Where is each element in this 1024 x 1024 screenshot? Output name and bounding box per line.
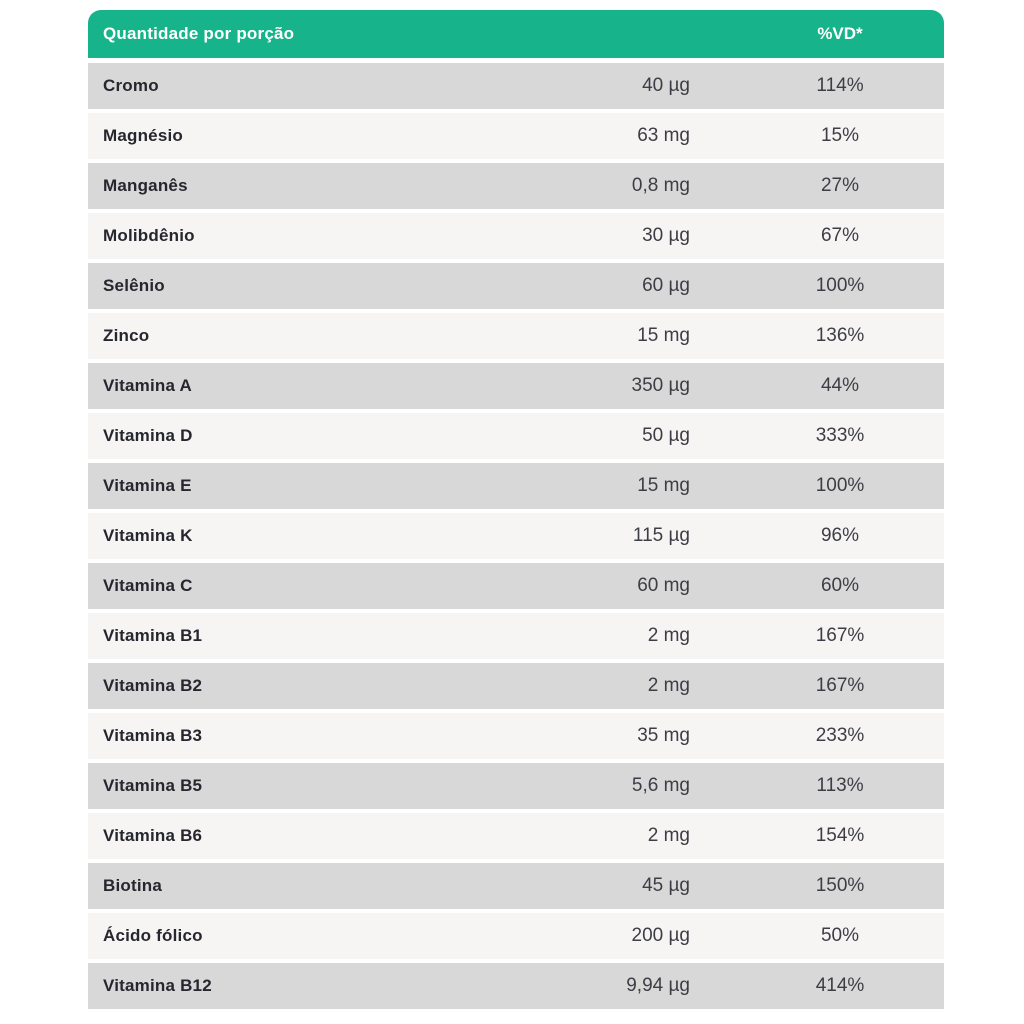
nutrient-amount: 30 µg [642, 225, 690, 246]
nutrient-name: Ácido fólico [103, 926, 203, 945]
nutrient-name: Vitamina C [103, 576, 193, 595]
nutrient-name: Selênio [103, 276, 165, 295]
nutrient-name: Molibdênio [103, 226, 195, 245]
nutrient-amount: 9,94 µg [626, 975, 690, 996]
nutrient-dv-percent: 50% [820, 925, 860, 946]
table-header-row: Quantidade por porção %VD* [88, 10, 944, 58]
table-row: Biotina 45 µg 150% [88, 863, 944, 909]
nutrient-dv-percent: 60% [820, 575, 860, 596]
table-row: Ácido fólico 200 µg 50% [88, 913, 944, 959]
table-row: Vitamina B3 35 mg 233% [88, 713, 944, 759]
table-row: Vitamina A 350 µg 44% [88, 363, 944, 409]
nutrient-amount: 35 mg [637, 725, 690, 746]
nutrient-dv-percent: 154% [815, 825, 865, 846]
nutrient-dv-percent: 67% [820, 225, 860, 246]
nutrient-dv-percent: 27% [820, 175, 860, 196]
nutrient-dv-percent: 100% [815, 475, 865, 496]
nutrient-dv-percent: 233% [815, 725, 865, 746]
nutrient-amount: 115 µg [632, 525, 690, 546]
column-header-dv-percent: %VD* [817, 24, 863, 43]
table-row: Vitamina C 60 mg 60% [88, 563, 944, 609]
nutrient-amount: 60 µg [642, 275, 690, 296]
table-row: Vitamina B5 5,6 mg 113% [88, 763, 944, 809]
nutrient-dv-percent: 414% [815, 975, 865, 996]
nutrient-dv-percent: 150% [815, 875, 865, 896]
nutrient-name: Vitamina B12 [103, 976, 212, 995]
nutrient-name: Vitamina B2 [103, 676, 203, 695]
table-row: Selênio 60 µg 100% [88, 263, 944, 309]
nutrient-amount: 2 mg [647, 825, 690, 846]
nutrient-dv-percent: 100% [815, 275, 865, 296]
table-row: Vitamina B12 9,94 µg 414% [88, 963, 944, 1009]
table-row: Zinco 15 mg 136% [88, 313, 944, 359]
table-row: Vitamina B1 2 mg 167% [88, 613, 944, 659]
nutrient-name: Vitamina K [103, 526, 193, 545]
table-row: Molibdênio 30 µg 67% [88, 213, 944, 259]
nutrient-name: Vitamina A [103, 376, 192, 395]
table-row: Magnésio 63 mg 15% [88, 113, 944, 159]
nutrient-name: Manganês [103, 176, 188, 195]
nutrient-dv-percent: 15% [820, 125, 860, 146]
nutrient-amount: 45 µg [642, 875, 690, 896]
table-row: Vitamina E 15 mg 100% [88, 463, 944, 509]
table-row: Vitamina B6 2 mg 154% [88, 813, 944, 859]
nutrient-dv-percent: 44% [820, 375, 860, 396]
nutrient-name: Zinco [103, 326, 150, 345]
nutrient-dv-percent: 114% [816, 75, 864, 96]
nutrient-dv-percent: 136% [815, 325, 865, 346]
nutrient-name: Vitamina B6 [103, 826, 203, 845]
nutrient-dv-percent: 113% [816, 775, 864, 796]
nutrient-amount: 15 mg [637, 475, 690, 496]
nutrient-name: Cromo [103, 76, 159, 95]
nutrient-amount: 40 µg [642, 75, 690, 96]
table-row: Cromo 40 µg 114% [88, 63, 944, 109]
nutrient-amount: 15 mg [637, 325, 690, 346]
nutrient-amount: 60 mg [637, 575, 690, 596]
nutrient-amount: 0,8 mg [631, 175, 690, 196]
nutrient-amount: 2 mg [647, 675, 690, 696]
nutrient-amount: 50 µg [642, 425, 690, 446]
table-body: Cromo 40 µg 114% Magnésio 63 mg 15% Manganês 0,… [88, 63, 944, 1009]
nutrient-name: Biotina [103, 876, 163, 895]
nutrient-amount: 350 µg [631, 375, 691, 396]
nutrient-name: Vitamina B5 [103, 776, 203, 795]
nutrition-facts-table: Quantidade por porção %VD* Cromo 40 µg 114… [88, 10, 944, 1013]
nutrient-name: Vitamina B1 [103, 626, 203, 645]
nutrient-amount: 200 µg [631, 925, 691, 946]
nutrient-dv-percent: 333% [815, 425, 865, 446]
nutrient-name: Vitamina E [103, 476, 192, 495]
nutrient-dv-percent: 167% [815, 625, 865, 646]
table-row: Manganês 0,8 mg 27% [88, 163, 944, 209]
nutrient-dv-percent: 96% [820, 525, 860, 546]
nutrient-name: Vitamina D [103, 426, 193, 445]
column-header-quantity-per-serving: Quantidade por porção [103, 24, 295, 43]
table-row: Vitamina D 50 µg 333% [88, 413, 944, 459]
nutrient-amount: 63 mg [637, 125, 690, 146]
nutrient-amount: 5,6 mg [631, 775, 690, 796]
nutrient-name: Vitamina B3 [103, 726, 203, 745]
nutrient-name: Magnésio [103, 126, 184, 145]
table-row: Vitamina B2 2 mg 167% [88, 663, 944, 709]
table-row: Vitamina K 115 µg 96% [88, 513, 944, 559]
nutrient-amount: 2 mg [647, 625, 690, 646]
nutrient-dv-percent: 167% [815, 675, 865, 696]
